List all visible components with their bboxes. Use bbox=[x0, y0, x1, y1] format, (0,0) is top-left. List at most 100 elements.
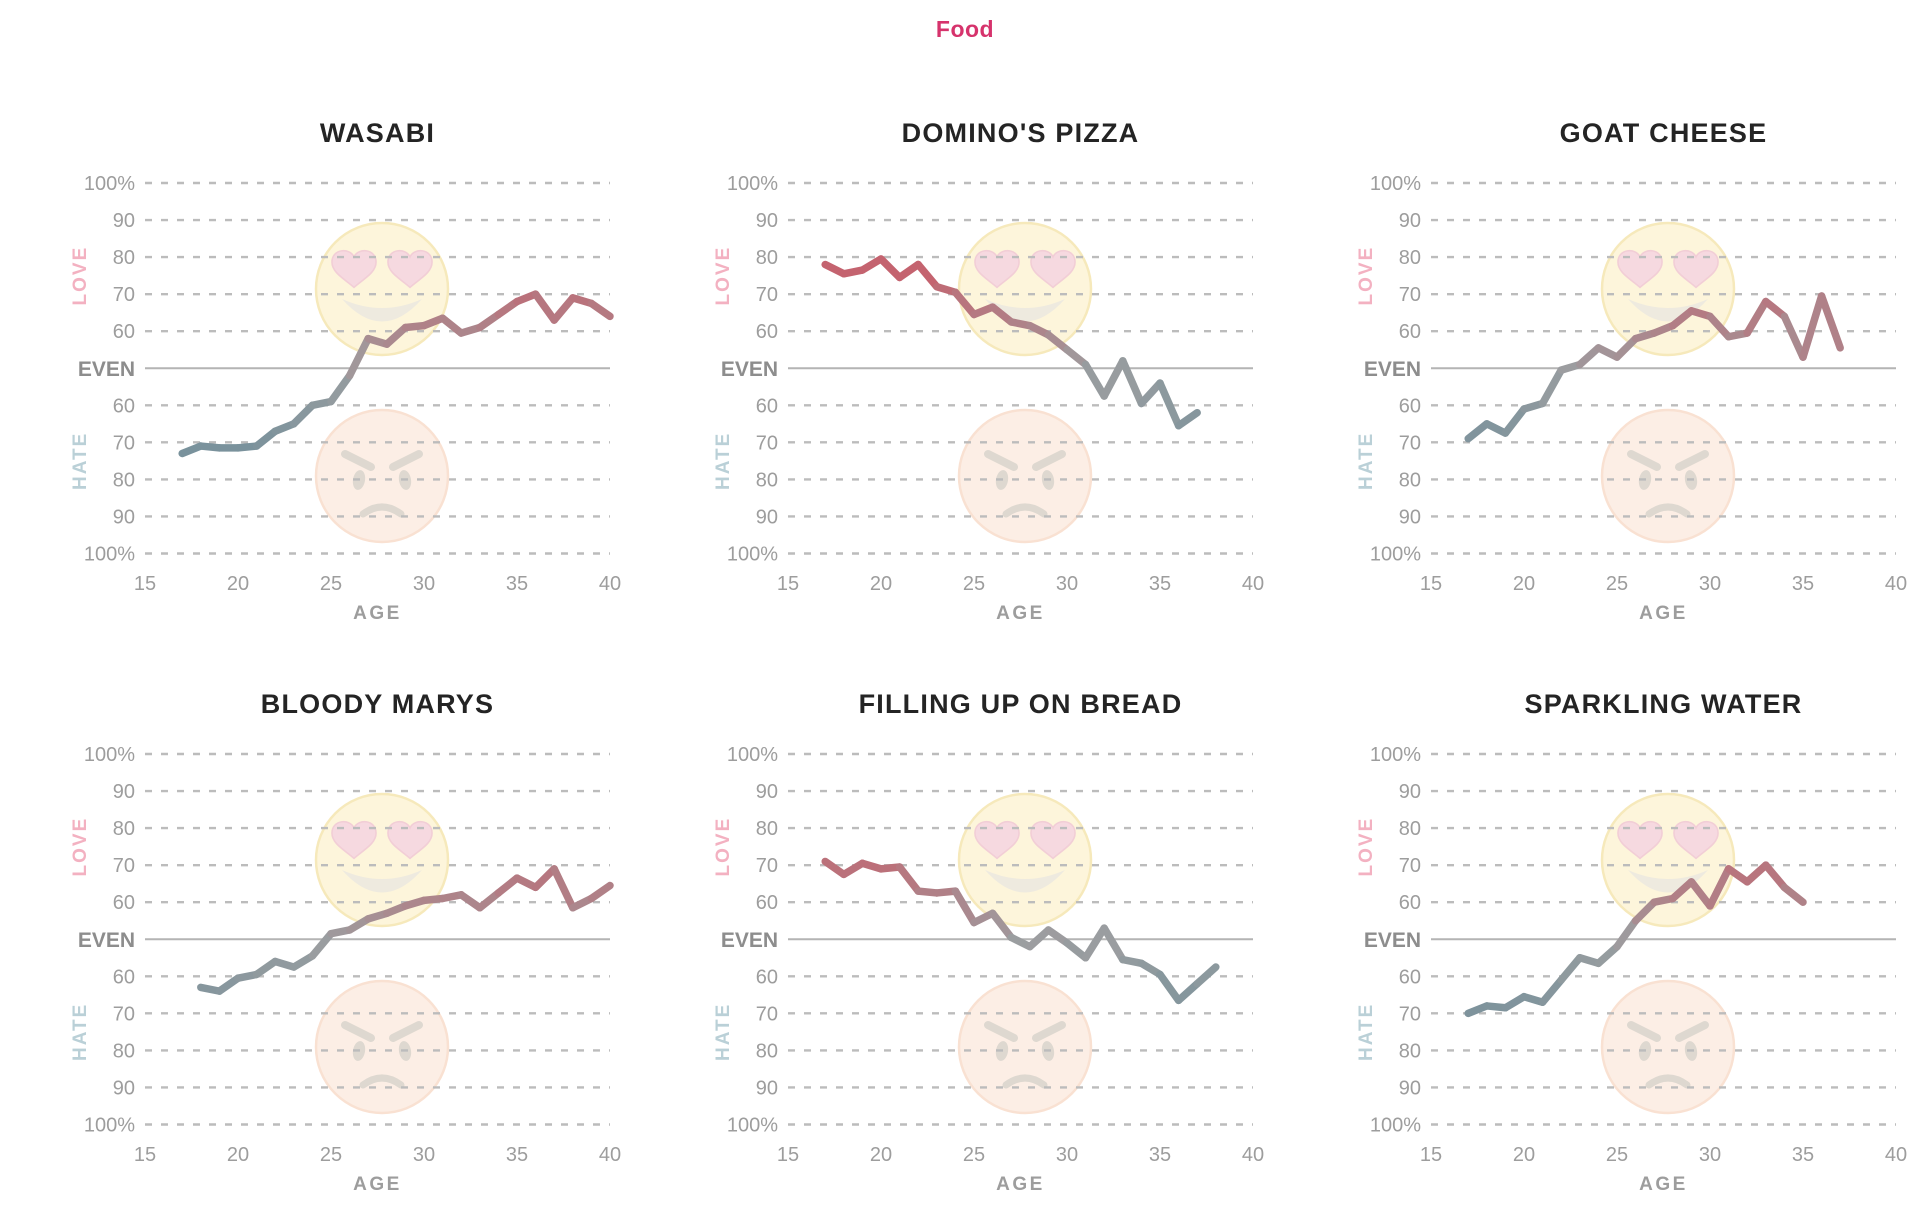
hate-axis-label: HATE bbox=[713, 1003, 734, 1061]
y-tick-label: 100% bbox=[84, 544, 135, 566]
angry-emoji bbox=[1600, 408, 1736, 544]
line-segment bbox=[1538, 366, 1565, 408]
gridlines bbox=[145, 181, 610, 555]
frown-mouth bbox=[1645, 503, 1691, 518]
frown-mouth bbox=[359, 1074, 405, 1089]
angry-brow-right bbox=[1675, 450, 1709, 471]
line-segment bbox=[988, 303, 1015, 326]
y-tick-label: 80 bbox=[756, 818, 778, 840]
x-tick-label: 20 bbox=[870, 573, 892, 595]
line-segment bbox=[1501, 405, 1528, 437]
line-segment bbox=[1156, 379, 1183, 430]
gridlines bbox=[145, 752, 610, 1126]
chart-dominos-pizza: DOMINO'S PIZZA 100% 90 80 70 60 60 70 80 90 100% E… bbox=[683, 76, 1326, 641]
heart-eye-right bbox=[1030, 821, 1076, 860]
chart-filling-up-on-bread: FILLING UP ON BREAD 100% 90 80 70 60 60 70 80 90… bbox=[683, 647, 1326, 1212]
y-tick-label: 90 bbox=[113, 1077, 135, 1099]
line-segment bbox=[877, 255, 904, 282]
line-segment bbox=[988, 909, 1015, 942]
hate-axis-label: HATE bbox=[713, 432, 734, 490]
line-segment bbox=[1613, 334, 1640, 361]
line-segment bbox=[550, 865, 577, 912]
chart-sparkling-water: SPARKLING WATER 100% 90 80 70 60 60 70 80 90 100%… bbox=[1326, 647, 1930, 1212]
y-tick-label: 100% bbox=[84, 1115, 135, 1137]
x-tick-label: 15 bbox=[1420, 573, 1442, 595]
y-tick-label: 60 bbox=[756, 395, 778, 417]
heart-eye-left bbox=[331, 250, 377, 289]
y-tick-label: 100% bbox=[84, 744, 135, 766]
x-tick-label: 35 bbox=[1792, 573, 1814, 595]
x-tick-label: 35 bbox=[1149, 1144, 1171, 1166]
heart-eye-right bbox=[387, 250, 433, 289]
line-segment bbox=[1081, 924, 1108, 962]
heart-eye-right bbox=[1030, 250, 1076, 289]
y-tick-label: 100% bbox=[1370, 544, 1421, 566]
y-tick-label: 60 bbox=[756, 321, 778, 343]
line-segment bbox=[476, 310, 503, 332]
line-segment bbox=[1631, 898, 1658, 925]
line-segment bbox=[1174, 408, 1201, 430]
heart-eyes-emoji bbox=[314, 792, 450, 928]
y-tick-label: 90 bbox=[756, 210, 778, 232]
y-tick-label: 80 bbox=[756, 1040, 778, 1062]
y-tick-label: 80 bbox=[113, 818, 135, 840]
y-tick-label: 80 bbox=[756, 469, 778, 491]
x-tick-label: 35 bbox=[506, 1144, 528, 1166]
x-tick-label: 30 bbox=[1056, 1144, 1078, 1166]
y-tick-label: 90 bbox=[756, 1077, 778, 1099]
x-tick-label: 30 bbox=[1699, 1144, 1721, 1166]
line-segment bbox=[1119, 357, 1146, 408]
x-axis-labels: 15 20 25 30 35 40 AGE bbox=[1420, 1144, 1907, 1195]
age-axis-label: AGE bbox=[996, 1174, 1045, 1195]
angry-brow-right bbox=[1675, 1021, 1709, 1042]
line-segment bbox=[1464, 420, 1491, 443]
sparkling-water-plot: 100% 90 80 70 60 60 70 80 90 100% EVEN LOVE HATE 15 20… bbox=[1356, 744, 1907, 1195]
even-label: EVEN bbox=[721, 358, 778, 381]
x-tick-label: 25 bbox=[1606, 573, 1628, 595]
y-axis-labels: 100% 90 80 70 60 60 70 80 90 100% EVEN bbox=[1364, 744, 1421, 1137]
love-hate-line bbox=[178, 290, 614, 458]
line-segment bbox=[1669, 878, 1696, 903]
angry-brow-right bbox=[1032, 1021, 1066, 1042]
line-segment bbox=[476, 889, 503, 912]
angry-brow-left bbox=[984, 450, 1018, 471]
even-label: EVEN bbox=[1364, 929, 1421, 952]
chart-bloody-marys: BLOODY MARYS 100% 90 80 70 60 60 70 80 90 100% EVE… bbox=[40, 647, 683, 1212]
even-label: EVEN bbox=[721, 929, 778, 952]
line-segment bbox=[1174, 979, 1201, 1005]
page-header: Food bbox=[0, 16, 1930, 43]
y-tick-label: 90 bbox=[1399, 1077, 1421, 1099]
line-segment bbox=[1063, 345, 1090, 369]
love-hate-line bbox=[1464, 292, 1844, 443]
line-segment bbox=[1780, 312, 1807, 361]
line-segment bbox=[1137, 379, 1164, 408]
y-tick-label: 60 bbox=[113, 395, 135, 417]
frown-mouth bbox=[1002, 1074, 1048, 1089]
x-tick-label: 15 bbox=[777, 573, 799, 595]
heart-eye-right bbox=[1673, 250, 1719, 289]
x-axis-labels: 15 20 25 30 35 40 AGE bbox=[1420, 573, 1907, 624]
x-axis-labels: 15 20 25 30 35 40 AGE bbox=[777, 573, 1264, 624]
y-tick-label: 100% bbox=[1370, 173, 1421, 195]
y-axis-labels: 100% 90 80 70 60 60 70 80 90 100% EVEN bbox=[721, 744, 778, 1137]
angry-brow-right bbox=[1032, 450, 1066, 471]
line-segment bbox=[383, 323, 410, 348]
y-tick-label: 100% bbox=[727, 544, 778, 566]
chart-title: BLOODY MARYS bbox=[260, 689, 495, 719]
y-tick-label: 70 bbox=[756, 1003, 778, 1025]
line-segment bbox=[1100, 357, 1127, 400]
frown-mouth bbox=[359, 503, 405, 518]
line-segment bbox=[1706, 312, 1733, 341]
y-tick-label: 80 bbox=[1399, 818, 1421, 840]
y-tick-label: 90 bbox=[1399, 506, 1421, 528]
angry-brow-right bbox=[389, 1021, 423, 1042]
x-tick-label: 40 bbox=[1885, 573, 1907, 595]
y-tick-label: 60 bbox=[1399, 966, 1421, 988]
x-axis-labels: 15 20 25 30 35 40 AGE bbox=[777, 1144, 1264, 1195]
y-tick-label: 90 bbox=[1399, 781, 1421, 803]
line-segment bbox=[1044, 926, 1071, 947]
line-segment bbox=[1156, 970, 1183, 1005]
line-segment bbox=[1193, 963, 1220, 988]
frown-mouth bbox=[1002, 503, 1048, 518]
line-segment bbox=[587, 299, 614, 321]
